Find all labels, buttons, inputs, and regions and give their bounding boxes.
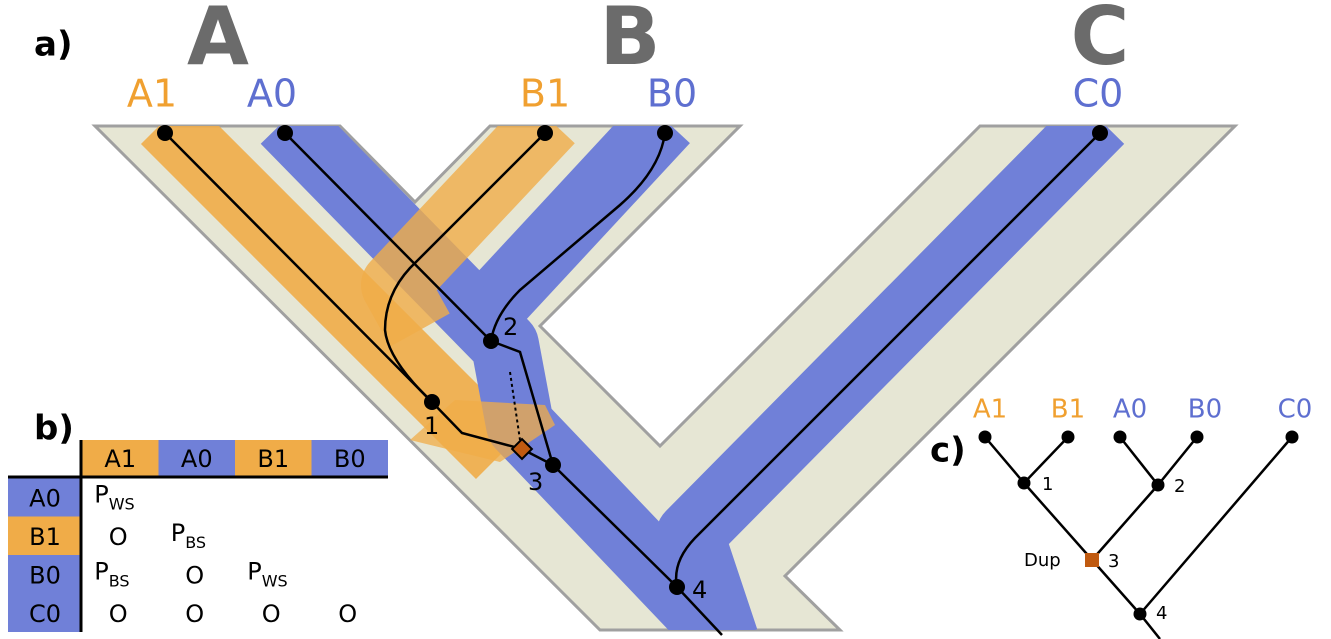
column-header: A0 bbox=[181, 445, 213, 473]
cell-sub: BS bbox=[185, 532, 206, 551]
node bbox=[483, 333, 499, 349]
cell: O bbox=[109, 600, 128, 628]
node-label: 2 bbox=[503, 313, 518, 341]
cell: O bbox=[185, 600, 204, 628]
gene-label: C0 bbox=[1073, 72, 1124, 116]
node-label: 1 bbox=[1042, 474, 1053, 495]
leaf-label: B0 bbox=[1188, 395, 1222, 425]
panel-label: a) bbox=[34, 25, 72, 65]
cell: O bbox=[338, 600, 357, 628]
row-header: B1 bbox=[29, 523, 61, 551]
node bbox=[424, 394, 440, 410]
leaf-label: A0 bbox=[1113, 395, 1147, 425]
leaf-label: A1 bbox=[973, 395, 1007, 425]
column-header: B1 bbox=[257, 445, 289, 473]
leaf-node bbox=[157, 125, 173, 141]
cell: O bbox=[262, 600, 281, 628]
leaf-label: B1 bbox=[1051, 395, 1085, 425]
cell-main: P bbox=[171, 519, 185, 547]
cell: O bbox=[185, 561, 204, 589]
node-label: 1 bbox=[424, 412, 439, 440]
leaf-node bbox=[537, 125, 553, 141]
cell-main: P bbox=[94, 557, 108, 585]
leaf-node bbox=[657, 125, 673, 141]
row-header: C0 bbox=[29, 600, 61, 628]
node bbox=[1134, 608, 1147, 621]
cell-sub: BS bbox=[109, 571, 130, 590]
leaf-node bbox=[1114, 431, 1127, 444]
gene-label: A1 bbox=[127, 72, 177, 116]
leaf-node bbox=[1191, 431, 1204, 444]
node-label: 4 bbox=[692, 576, 707, 604]
node-label: 4 bbox=[1156, 603, 1167, 624]
node bbox=[1018, 477, 1031, 490]
row-header: B0 bbox=[29, 561, 61, 589]
cell: PBS bbox=[94, 557, 129, 590]
cell-sub: WS bbox=[109, 494, 135, 513]
node-label: 3 bbox=[528, 468, 543, 496]
species-label: A bbox=[187, 0, 249, 83]
node bbox=[669, 579, 685, 595]
dup-label: Dup bbox=[1024, 550, 1061, 571]
leaf-node bbox=[1286, 431, 1299, 444]
node-label: 2 bbox=[1174, 476, 1185, 497]
gene-label: B0 bbox=[647, 72, 697, 116]
column-header: A1 bbox=[104, 445, 136, 473]
node-label: 3 bbox=[1108, 551, 1119, 572]
panel-label: c) bbox=[930, 431, 966, 471]
node bbox=[1152, 479, 1165, 492]
cell: PBS bbox=[171, 519, 206, 552]
gene-label: B1 bbox=[520, 72, 570, 116]
leaf-node bbox=[979, 431, 992, 444]
node bbox=[545, 457, 561, 473]
leaf-node bbox=[1092, 125, 1108, 141]
leaf-label: C0 bbox=[1278, 395, 1313, 425]
cell-main: P bbox=[247, 557, 261, 585]
cell: PWS bbox=[94, 480, 134, 513]
column-header: B0 bbox=[334, 445, 366, 473]
gene-label: A0 bbox=[247, 72, 297, 116]
figure: a) A B C A1 A0 B1 B0 C0 1 2 3 4 b) A1A0B… bbox=[0, 0, 1331, 639]
cell-sub: WS bbox=[262, 571, 288, 590]
dup-square bbox=[1085, 553, 1099, 567]
panel-label: b) bbox=[34, 409, 74, 449]
cell-main: P bbox=[94, 480, 108, 508]
row-header: A0 bbox=[29, 484, 61, 512]
cell: O bbox=[109, 523, 128, 551]
cell: PWS bbox=[247, 557, 287, 590]
leaf-node bbox=[277, 125, 293, 141]
leaf-node bbox=[1062, 431, 1075, 444]
